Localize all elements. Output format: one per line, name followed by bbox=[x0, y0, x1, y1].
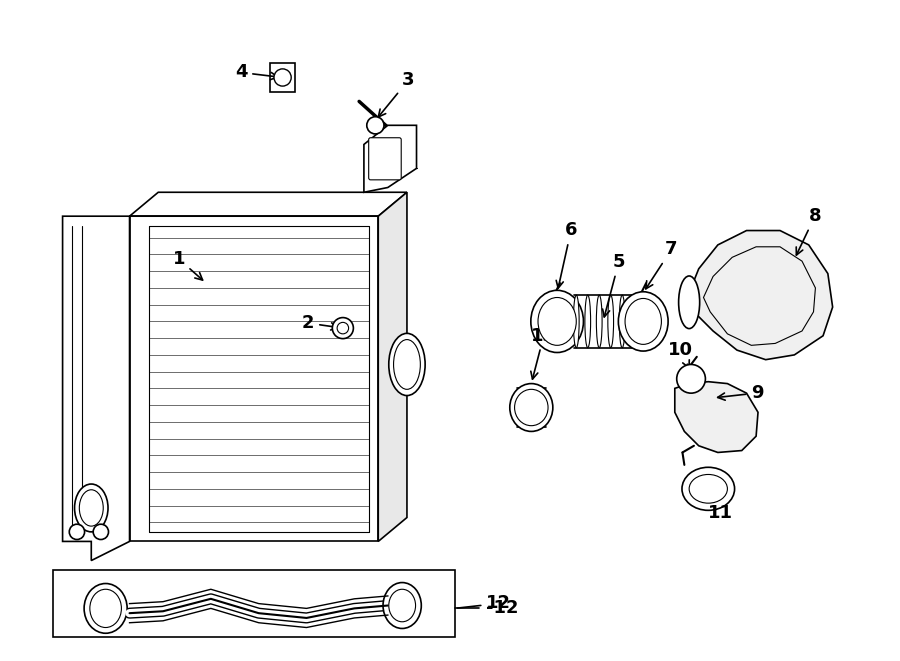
Polygon shape bbox=[130, 216, 378, 541]
Polygon shape bbox=[675, 381, 758, 453]
Text: 8: 8 bbox=[796, 207, 822, 255]
Circle shape bbox=[94, 524, 109, 539]
Text: 2: 2 bbox=[302, 314, 338, 332]
Ellipse shape bbox=[682, 467, 734, 510]
Circle shape bbox=[69, 524, 85, 539]
Ellipse shape bbox=[626, 299, 662, 344]
Polygon shape bbox=[689, 231, 832, 360]
Ellipse shape bbox=[608, 295, 614, 348]
Ellipse shape bbox=[679, 276, 699, 329]
Text: 10: 10 bbox=[668, 341, 693, 368]
Ellipse shape bbox=[75, 484, 108, 532]
Ellipse shape bbox=[618, 292, 668, 351]
Ellipse shape bbox=[389, 333, 425, 395]
Ellipse shape bbox=[597, 295, 602, 348]
Text: 9: 9 bbox=[717, 384, 764, 402]
Text: 13: 13 bbox=[531, 327, 556, 379]
Polygon shape bbox=[378, 192, 407, 541]
Ellipse shape bbox=[573, 295, 579, 348]
Ellipse shape bbox=[383, 582, 421, 629]
Ellipse shape bbox=[538, 297, 576, 345]
Circle shape bbox=[367, 117, 384, 134]
Ellipse shape bbox=[338, 323, 348, 334]
Ellipse shape bbox=[90, 589, 122, 627]
Ellipse shape bbox=[585, 295, 590, 348]
Ellipse shape bbox=[531, 290, 583, 352]
Ellipse shape bbox=[509, 383, 553, 432]
Polygon shape bbox=[270, 63, 295, 92]
Ellipse shape bbox=[84, 584, 127, 633]
FancyBboxPatch shape bbox=[369, 137, 401, 180]
Text: 7: 7 bbox=[646, 241, 678, 289]
Ellipse shape bbox=[515, 389, 548, 426]
Ellipse shape bbox=[332, 317, 354, 338]
Text: 3: 3 bbox=[378, 71, 415, 117]
Ellipse shape bbox=[689, 475, 727, 503]
Ellipse shape bbox=[619, 295, 625, 348]
Polygon shape bbox=[704, 247, 815, 345]
Polygon shape bbox=[364, 126, 417, 192]
Text: 6: 6 bbox=[556, 221, 577, 288]
Ellipse shape bbox=[79, 490, 104, 526]
Text: 11: 11 bbox=[708, 484, 734, 522]
Text: 4: 4 bbox=[235, 63, 278, 81]
Text: -12: -12 bbox=[486, 600, 519, 617]
Ellipse shape bbox=[677, 364, 706, 393]
Text: 1: 1 bbox=[173, 250, 202, 280]
Polygon shape bbox=[63, 216, 130, 561]
Text: 5: 5 bbox=[603, 253, 625, 317]
Text: 12: 12 bbox=[457, 594, 511, 612]
Ellipse shape bbox=[389, 589, 416, 622]
Circle shape bbox=[274, 69, 292, 86]
Ellipse shape bbox=[393, 340, 420, 389]
Bar bbox=[53, 570, 454, 637]
